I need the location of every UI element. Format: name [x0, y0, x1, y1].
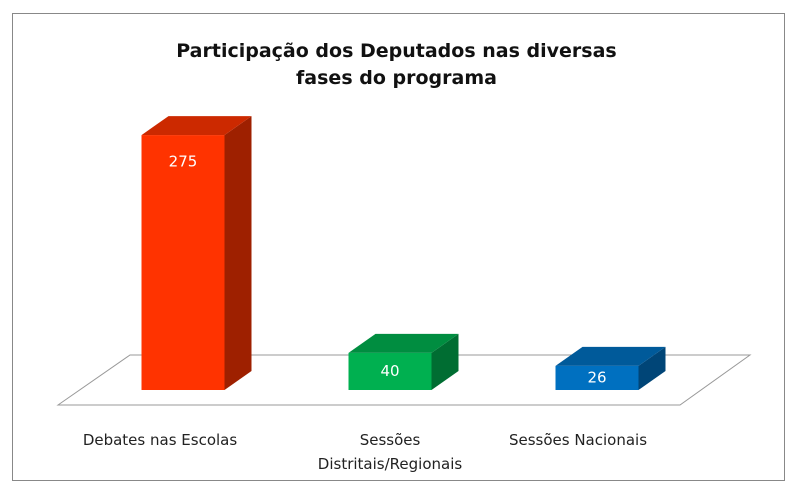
- x-tick-label: Sessões Nacionais: [508, 431, 648, 449]
- bar: [348, 352, 432, 390]
- value-label: 275: [169, 153, 198, 171]
- bar-top: [141, 116, 252, 136]
- bar-side: [224, 116, 252, 390]
- value-label: 40: [380, 362, 399, 380]
- x-tick-label: Debates nas Escolas: [82, 431, 238, 449]
- bar: [141, 135, 225, 390]
- bar-top: [348, 333, 459, 353]
- x-tick-label: Sessões Distritais/Regionais: [317, 431, 463, 473]
- bar: [555, 365, 639, 390]
- bar-side: [431, 333, 459, 390]
- bar-side: [638, 346, 666, 390]
- chart-title: Participação dos Deputados nas diversas …: [176, 40, 617, 89]
- bar-top: [555, 346, 666, 366]
- value-label: 26: [587, 368, 606, 386]
